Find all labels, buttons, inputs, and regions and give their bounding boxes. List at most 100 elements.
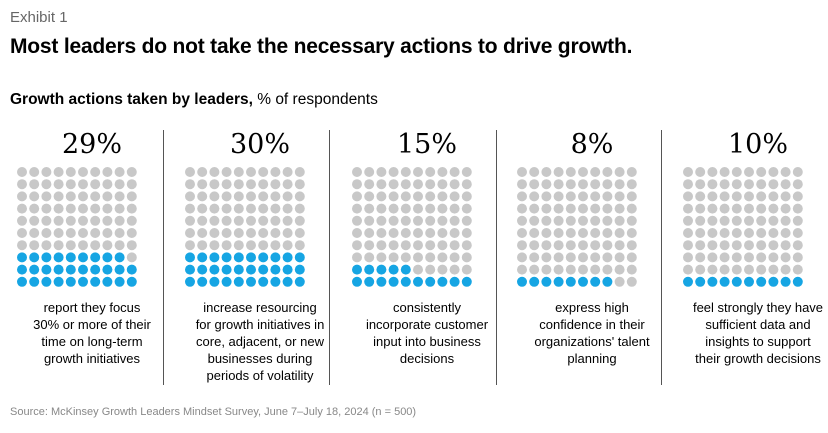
waffle-dot-empty (553, 228, 564, 238)
waffle-dot-filled (731, 276, 742, 287)
waffle-dot-empty (400, 167, 411, 177)
waffle-dot-empty (449, 215, 460, 226)
waffle-dot-filled (221, 252, 232, 263)
waffle-dot-empty (756, 203, 767, 214)
waffle-dot-empty (683, 167, 693, 177)
panel-description: report they focus 30% or more of their tim… (11, 299, 173, 367)
waffle-dot-empty (553, 191, 564, 202)
waffle-dot-empty (707, 203, 718, 214)
waffle-dot-empty (780, 264, 791, 275)
panel-description: feel strongly they have sufficient data a… (677, 299, 828, 367)
waffle-dot-empty (29, 191, 40, 202)
waffle-dot-empty (517, 179, 527, 190)
waffle-dot-empty (719, 228, 730, 238)
waffle-dot-empty (197, 215, 208, 226)
waffle-dot-empty (529, 228, 540, 238)
waffle-dot-empty (437, 191, 448, 202)
waffle-dot-empty (756, 240, 767, 251)
waffle-dot-empty (565, 228, 576, 238)
waffle-dot-empty (626, 276, 637, 287)
waffle-dot-empty (233, 228, 244, 238)
waffle-dot-filled (209, 276, 220, 287)
panel-description: consistently incorporate customer input in… (346, 299, 508, 367)
waffle-dot-empty (731, 191, 742, 202)
waffle-dot-empty (258, 203, 269, 214)
waffle-dot-empty (17, 167, 27, 177)
description-line: confidence in their (539, 317, 645, 332)
waffle-dot-filled (553, 276, 564, 287)
waffle-dot-empty (553, 179, 564, 190)
waffle-dot-filled (90, 252, 101, 263)
waffle-dot-empty (614, 228, 625, 238)
waffle-dot-filled (425, 276, 436, 287)
waffle-dot-empty (731, 167, 742, 177)
waffle-dot-filled (578, 276, 588, 287)
waffle-dot-empty (626, 179, 637, 190)
waffle-dot-filled (78, 252, 88, 263)
waffle-dot-filled (29, 276, 40, 287)
waffle-dot-empty (294, 191, 305, 202)
waffle-dot-empty (731, 228, 742, 238)
waffle-dot-empty (553, 264, 564, 275)
waffle-dot-empty (707, 215, 718, 226)
waffle-dot-empty (126, 203, 137, 214)
waffle-dot-empty (65, 167, 76, 177)
waffle-dot-empty (614, 203, 625, 214)
waffle-dot-empty (731, 215, 742, 226)
waffle-dot-empty (364, 228, 375, 238)
waffle-dot-filled (233, 276, 244, 287)
waffle-dot-empty (719, 191, 730, 202)
waffle-dot-empty (364, 179, 375, 190)
waffle-dot-empty (41, 228, 52, 238)
waffle-dot-filled (17, 264, 27, 275)
waffle-dot-empty (258, 228, 269, 238)
waffle-dot-empty (65, 191, 76, 202)
waffle-dot-empty (102, 203, 113, 214)
waffle-dot-empty (792, 179, 803, 190)
waffle-dot-filled (114, 276, 125, 287)
waffle-dot-empty (425, 203, 436, 214)
waffle-dot-filled (221, 276, 232, 287)
waffle-panels: 29% report they focus 30% or more of their… (0, 125, 828, 385)
waffle-dot-empty (719, 240, 730, 251)
waffle-dot-empty (683, 228, 693, 238)
waffle-dot-empty (461, 264, 472, 275)
waffle-dot-empty (400, 215, 411, 226)
waffle-dot-empty (352, 203, 362, 214)
waffle-dot-empty (578, 179, 588, 190)
waffle-dot-empty (437, 179, 448, 190)
waffle-dot-empty (449, 252, 460, 263)
waffle-dot-empty (626, 264, 637, 275)
waffle-dot-filled (413, 276, 423, 287)
waffle-dot-empty (114, 215, 125, 226)
description-line: incorporate customer (365, 317, 489, 332)
waffle-dot-empty (792, 167, 803, 177)
waffle-dot-filled (294, 252, 305, 263)
waffle-dot-empty (541, 191, 552, 202)
waffle-dot-empty (425, 264, 436, 275)
waffle-dot-filled (90, 276, 101, 287)
waffle-dot-filled (400, 264, 411, 275)
waffle-dot-filled (185, 264, 195, 275)
waffle-dot-empty (449, 228, 460, 238)
waffle-dot-empty (553, 167, 564, 177)
waffle-dot-empty (449, 167, 460, 177)
waffle-dot-empty (517, 264, 527, 275)
waffle-dot-empty (376, 203, 387, 214)
waffle-dot-empty (270, 215, 281, 226)
waffle-dot-empty (413, 179, 423, 190)
waffle-dot-filled (114, 252, 125, 263)
waffle-dot-filled (270, 276, 281, 287)
waffle-dot-empty (780, 215, 791, 226)
waffle-dot-filled (400, 276, 411, 287)
panel-percentage: 8% (570, 129, 614, 160)
waffle-dot-empty (258, 179, 269, 190)
waffle-dot-empty (17, 215, 27, 226)
waffle-dot-empty (695, 203, 706, 214)
waffle-dot-empty (294, 167, 305, 177)
waffle-dot-empty (565, 203, 576, 214)
waffle-dot-empty (553, 203, 564, 214)
waffle-dot-empty (695, 179, 706, 190)
waffle-dot-empty (246, 215, 256, 226)
waffle-dot-empty (400, 228, 411, 238)
